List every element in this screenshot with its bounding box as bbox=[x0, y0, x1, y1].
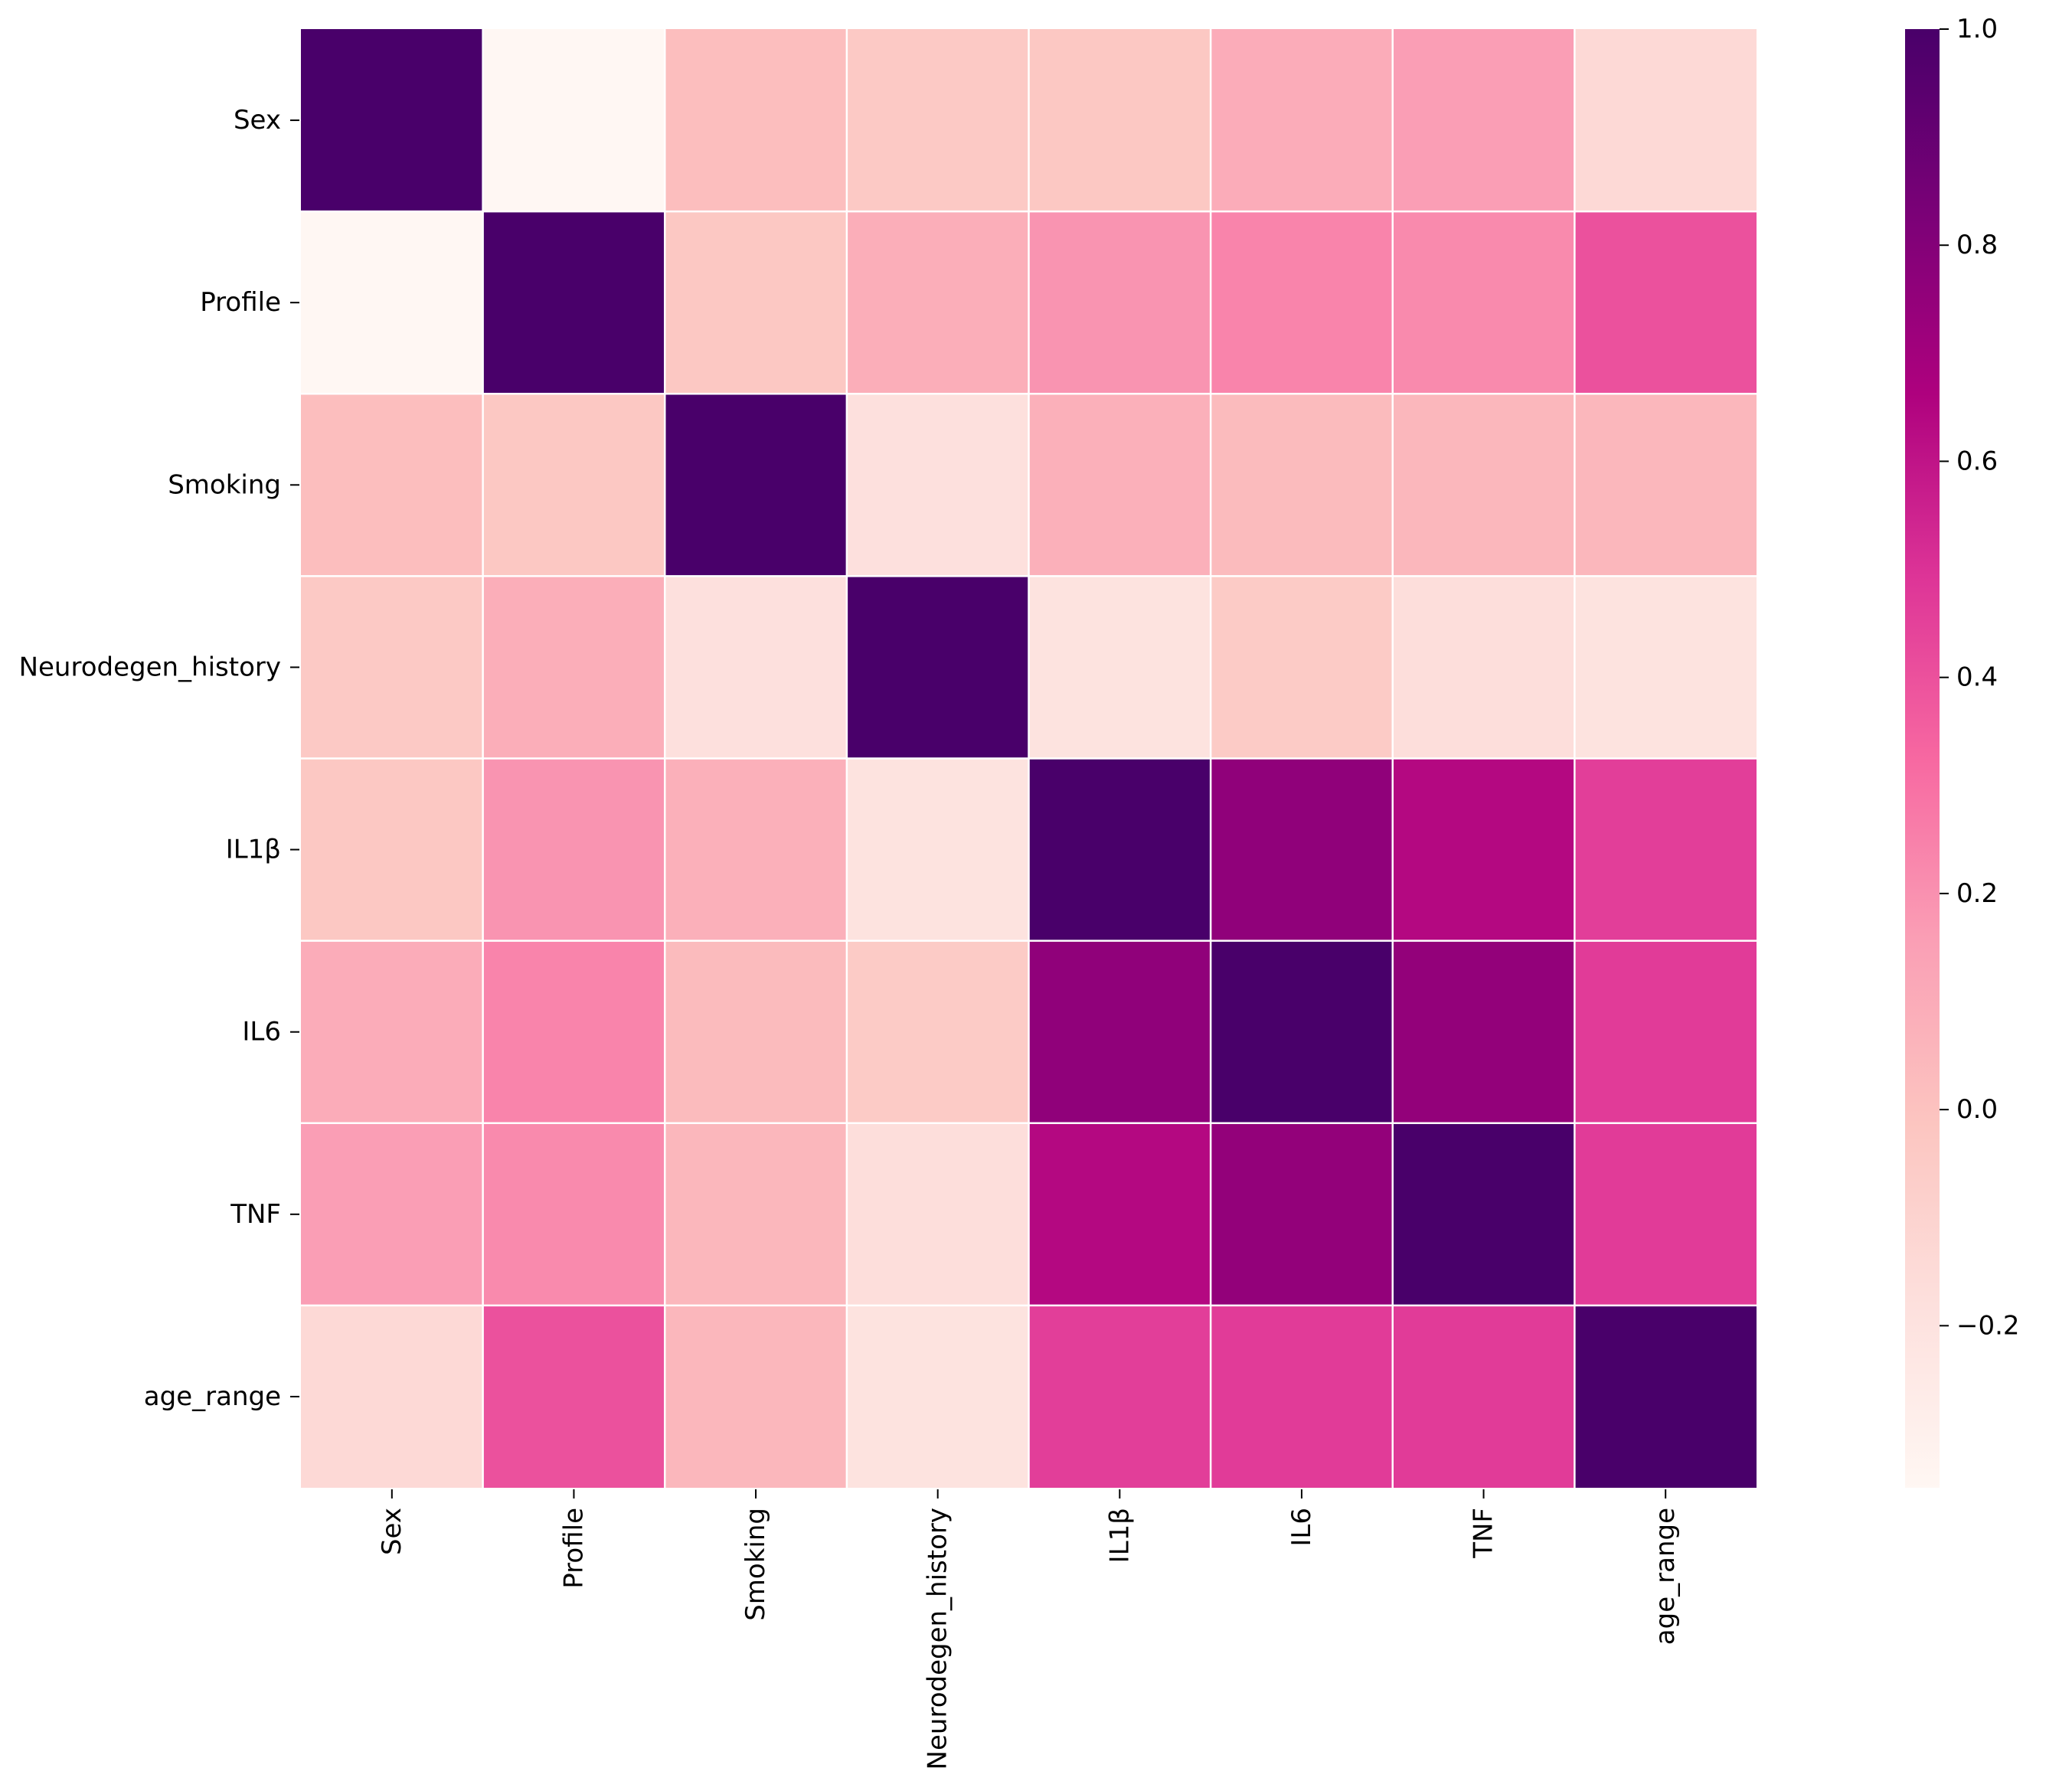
heatmap-cell-sex-tnf bbox=[1392, 29, 1575, 212]
x-tick-label-profile: Profile bbox=[558, 1508, 589, 1589]
heatmap-cell-smoking-il6 bbox=[1211, 394, 1393, 577]
heatmap-cell-age-range-age-range bbox=[1574, 1305, 1757, 1488]
heatmap-cell-neurodegen-history-il1 bbox=[1028, 576, 1211, 759]
heatmap-cell-tnf-sex bbox=[301, 1123, 483, 1306]
heatmap-cell-il1-neurodegen-history bbox=[846, 758, 1029, 941]
heatmap-cell-age-range-tnf bbox=[1392, 1305, 1575, 1488]
y-tick-label-il1: IL1β bbox=[226, 835, 281, 865]
heatmap-cell-age-range-sex bbox=[301, 1305, 483, 1488]
heatmap-cell-smoking-profile bbox=[482, 394, 665, 577]
cell-grid-lines bbox=[301, 29, 1757, 1488]
colorbar-tick-label: 0.4 bbox=[1956, 662, 1998, 693]
x-tick-label-il1: IL1β bbox=[1104, 1508, 1135, 1563]
heatmap-cell-neurodegen-history-age-range bbox=[1574, 576, 1757, 759]
heatmap-cell-profile-tnf bbox=[1392, 211, 1575, 394]
heatmap-cell-neurodegen-history-sex bbox=[301, 576, 483, 759]
x-tick-label-sex: Sex bbox=[377, 1508, 407, 1555]
colorbar-tick-label: 0.6 bbox=[1956, 446, 1998, 476]
heatmap-cell-neurodegen-history-il6 bbox=[1211, 576, 1393, 759]
heatmap-cell-il1-il1 bbox=[1028, 758, 1211, 941]
y-tick-label-il6: IL6 bbox=[242, 1017, 281, 1047]
heatmap-cell-neurodegen-history-tnf bbox=[1392, 576, 1575, 759]
heatmap-cell-profile-age-range bbox=[1574, 211, 1757, 394]
heatmap-cell-il6-neurodegen-history bbox=[846, 940, 1029, 1123]
colorbar-tick-label: −0.2 bbox=[1956, 1310, 2020, 1341]
heatmap-cell-age-range-smoking bbox=[665, 1305, 847, 1488]
heatmap-cell-profile-profile bbox=[482, 211, 665, 394]
heatmap-cell-sex-neurodegen-history bbox=[846, 29, 1029, 212]
heatmap-cell-age-range-neurodegen-history bbox=[846, 1305, 1029, 1488]
heatmap-cell-profile-neurodegen-history bbox=[846, 211, 1029, 394]
heatmap-cell-sex-age-range bbox=[1574, 29, 1757, 212]
heatmap-cell-smoking-neurodegen-history bbox=[846, 394, 1029, 577]
heatmap-cell-neurodegen-history-neurodegen-history bbox=[846, 576, 1029, 759]
heatmap-cell-il6-smoking bbox=[665, 940, 847, 1123]
heatmap-cell-sex-il1 bbox=[1028, 29, 1211, 212]
x-tick-label-neurodegen-history: Neurodegen_history bbox=[923, 1508, 953, 1770]
heatmap-cell-il1-smoking bbox=[665, 758, 847, 941]
heatmap-cell-age-range-profile bbox=[482, 1305, 665, 1488]
y-axis-tick-labels: Sex Profile Smoking Neurodegen_history IL1β I… bbox=[19, 105, 299, 1412]
heatmap-cell-tnf-profile bbox=[482, 1123, 665, 1306]
heatmap-cell-smoking-age-range bbox=[1574, 394, 1757, 577]
heatmap-cell-il6-tnf bbox=[1392, 940, 1575, 1123]
heatmap-cell-neurodegen-history-smoking bbox=[665, 576, 847, 759]
heatmap-cell-il1-sex bbox=[301, 758, 483, 941]
heatmap-cell-profile-sex bbox=[301, 211, 483, 394]
heatmap-cell-il1-il6 bbox=[1211, 758, 1393, 941]
heatmap-cell-neurodegen-history-profile bbox=[482, 576, 665, 759]
heatmap-cell-smoking-il1 bbox=[1028, 394, 1211, 577]
colorbar-tick-label: 0.0 bbox=[1956, 1094, 1998, 1125]
colorbar-tick-label: 0.8 bbox=[1956, 230, 1998, 260]
y-tick-label-sex: Sex bbox=[234, 105, 281, 136]
heatmap-cell-sex-smoking bbox=[665, 29, 847, 212]
heatmap-cell-sex-profile bbox=[482, 29, 665, 212]
heatmap-cell-il6-il1 bbox=[1028, 940, 1211, 1123]
heatmap-cell-il6-il6 bbox=[1211, 940, 1393, 1123]
heatmap-cell-il6-sex bbox=[301, 940, 483, 1123]
x-tick-label-il6: IL6 bbox=[1286, 1508, 1317, 1547]
heatmap-cell-il1-profile bbox=[482, 758, 665, 941]
heatmap-cell-profile-smoking bbox=[665, 211, 847, 394]
heatmap-cell-tnf-age-range bbox=[1574, 1123, 1757, 1306]
heatmap-cell-sex-sex bbox=[301, 29, 483, 212]
heatmap-cell-il6-age-range bbox=[1574, 940, 1757, 1123]
heatmap-cell-smoking-tnf bbox=[1392, 394, 1575, 577]
heatmap-cell-profile-il6 bbox=[1211, 211, 1393, 394]
x-tick-label-smoking: Smoking bbox=[740, 1508, 771, 1621]
heatmap-cell-profile-il1 bbox=[1028, 211, 1211, 394]
heatmap-cell-tnf-il1 bbox=[1028, 1123, 1211, 1306]
heatmap-cell-tnf-il6 bbox=[1211, 1123, 1393, 1306]
heatmap-cell-il1-age-range bbox=[1574, 758, 1757, 941]
heatmap-cell-il1-tnf bbox=[1392, 758, 1575, 941]
colorbar-gradient bbox=[1905, 29, 1940, 1488]
y-tick-label-smoking: Smoking bbox=[168, 469, 281, 500]
heatmap-cell-tnf-tnf bbox=[1392, 1123, 1575, 1306]
colorbar-tick-label: 1.0 bbox=[1956, 14, 1998, 44]
x-tick-label-tnf: TNF bbox=[1469, 1508, 1499, 1559]
heatmap-cell-age-range-il6 bbox=[1211, 1305, 1393, 1488]
y-tick-label-profile: Profile bbox=[200, 287, 281, 318]
heatmap-cell-tnf-neurodegen-history bbox=[846, 1123, 1029, 1306]
heatmap-cell-sex-il6 bbox=[1211, 29, 1393, 212]
heatmap-cell-il6-profile bbox=[482, 940, 665, 1123]
heatmap-cell-smoking-sex bbox=[301, 394, 483, 577]
x-axis-tick-labels: Sex Profile Smoking Neurodegen_history IL1β I… bbox=[377, 1489, 1681, 1770]
y-tick-label-neurodegen-history: Neurodegen_history bbox=[19, 652, 281, 682]
y-tick-label-tnf: TNF bbox=[230, 1199, 281, 1230]
y-tick-label-age-range: age_range bbox=[144, 1381, 281, 1412]
x-tick-label-age-range: age_range bbox=[1650, 1508, 1681, 1645]
heatmap-cell-age-range-il1 bbox=[1028, 1305, 1211, 1488]
heatmap-cells bbox=[301, 29, 1757, 1488]
colorbar-tick-label: 0.2 bbox=[1956, 878, 1998, 909]
heatmap-cell-tnf-smoking bbox=[665, 1123, 847, 1306]
colorbar: 1.0 0.8 0.6 0.4 0.2 0.0 −0.2 bbox=[1905, 14, 2020, 1488]
heatmap-cell-smoking-smoking bbox=[665, 394, 847, 577]
